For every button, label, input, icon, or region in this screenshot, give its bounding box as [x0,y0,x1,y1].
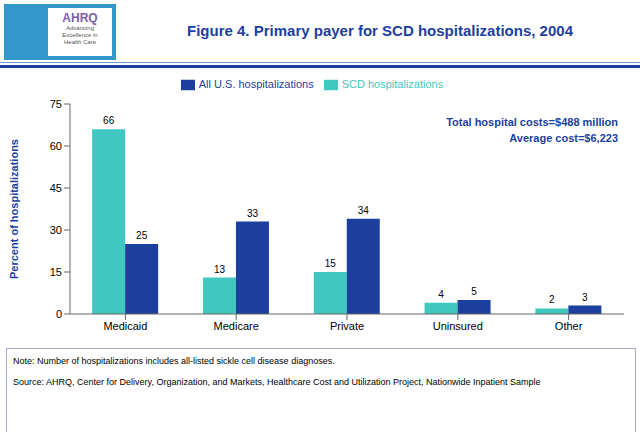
html-text:All U.S. hospitalizations: All U.S. hospitalizations [198,78,314,90]
html-text:Figure 4. Primary payer for SC: Figure 4. Primary payer for SCD hospital… [187,21,573,39]
html-text:Note: Number of hospitalizatio: Note: Number of hospitalizations include… [13,356,335,366]
html-text:Average cost=$6,223: Average cost=$6,223 [509,132,618,144]
html-text:SCD hospitalizations: SCD hospitalizations [341,78,444,90]
svg-text:Uninsured: Uninsured [433,320,483,332]
svg-text:15: 15 [50,266,62,278]
svg-text:60: 60 [50,140,62,152]
svg-text:45: 45 [50,182,62,194]
svg-text:33: 33 [247,208,259,219]
svg-text:5: 5 [471,286,477,297]
svg-text:25: 25 [136,230,148,241]
svg-text:Medicaid: Medicaid [103,320,147,332]
svg-text:75: 75 [50,98,62,110]
html-text:Advancing Excellence in Health: Advancing Excellence in Health Care [62,25,98,45]
svg-text:Medicare: Medicare [214,320,259,332]
svg-text:0: 0 [56,308,62,320]
svg-text:Private: Private [330,320,364,332]
svg-text:3: 3 [582,292,588,303]
html-text:Source: AHRQ, Center for Deliv: Source: AHRQ, Center for Delivery, Organ… [13,377,541,387]
svg-text:Percent of hospitalizations: Percent of hospitalizations [8,139,20,279]
svg-text:Other: Other [555,320,583,332]
svg-text:34: 34 [358,205,370,216]
svg-text:4: 4 [438,289,444,300]
svg-text:13: 13 [214,264,226,275]
html-text:Total hospital costs=$488 mill: Total hospital costs=$488 million [446,116,618,128]
svg-text:30: 30 [50,224,62,236]
svg-text:2: 2 [549,294,555,305]
svg-text:66: 66 [103,115,115,126]
html-text:AHRQ: AHRQ [62,11,98,25]
svg-text:15: 15 [325,258,337,269]
